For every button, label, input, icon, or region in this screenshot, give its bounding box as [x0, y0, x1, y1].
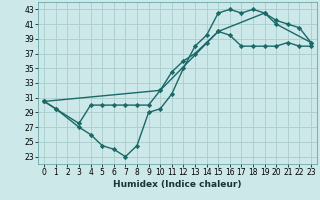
X-axis label: Humidex (Indice chaleur): Humidex (Indice chaleur) — [113, 180, 242, 189]
